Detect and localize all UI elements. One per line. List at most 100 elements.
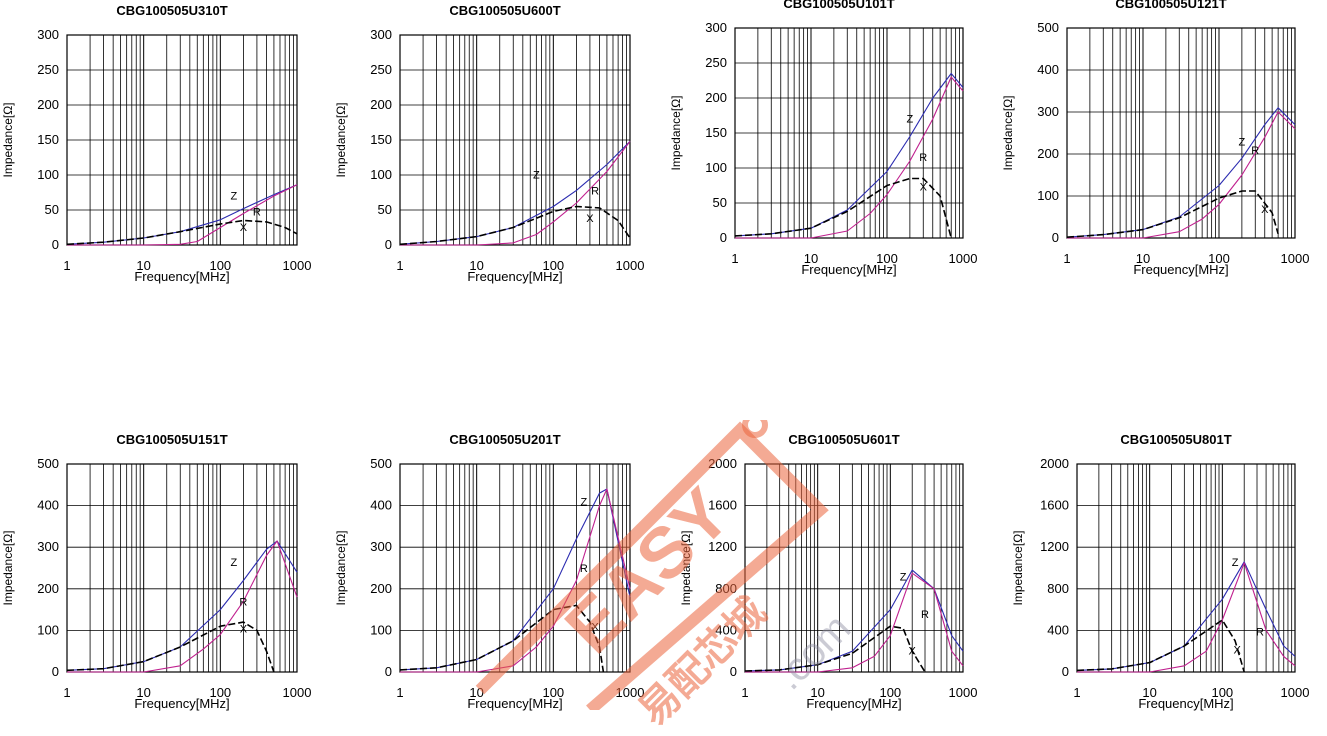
series-line-x [66, 621, 275, 673]
y-axis-label: Impedance[Ω] [1011, 530, 1025, 605]
y-tick-label: 100 [370, 622, 392, 637]
series-line-r [735, 76, 964, 239]
y-tick-label: 100 [37, 167, 59, 182]
x-tick-label: 1000 [616, 258, 645, 273]
series-line-z [399, 488, 631, 671]
y-tick-label: 2000 [708, 456, 737, 471]
plot-frame [66, 463, 298, 673]
chart-panel-8: 0 400 800 1200 1600 2000 1 10 100 1000 Frequency[M… [1011, 432, 1309, 711]
y-tick-label: 0 [52, 237, 59, 252]
y-tick-label: 800 [1047, 581, 1069, 596]
plot-frame [66, 34, 298, 246]
y-tick-label: 300 [37, 539, 59, 554]
y-tick-label: 200 [37, 97, 59, 112]
x-tick-label: 100 [209, 258, 231, 273]
y-tick-label: 150 [705, 125, 727, 140]
y-tick-label: 0 [385, 237, 392, 252]
x-tick-label: 1000 [283, 258, 312, 273]
y-tick-label: 400 [370, 498, 392, 513]
curve-label-z: Z [1239, 137, 1246, 149]
x-tick-label: 100 [876, 251, 898, 266]
curve-label-x: X [591, 621, 599, 633]
y-tick-label: 100 [705, 160, 727, 175]
x-tick-label: 1000 [616, 685, 645, 700]
curve-label-x: X [909, 645, 917, 657]
series-line-r [67, 540, 298, 673]
curve-label-r: R [239, 596, 247, 608]
curve-label-z: Z [1232, 557, 1239, 569]
y-tick-label: 250 [37, 62, 59, 77]
plot-frame [1076, 463, 1296, 673]
y-tick-label: 1200 [708, 539, 737, 554]
y-tick-label: 400 [1037, 62, 1059, 77]
series-line-z [66, 540, 298, 671]
chart-title: CBG100505U201T [449, 432, 560, 447]
curve-label-x: X [586, 213, 594, 225]
x-tick-label: 100 [209, 685, 231, 700]
series-line-x [399, 205, 631, 246]
x-tick-label: 100 [542, 258, 564, 273]
curve-label-z: Z [230, 557, 237, 569]
y-tick-label: 200 [37, 581, 59, 596]
y-tick-label: 0 [1062, 664, 1069, 679]
series-line-z [66, 184, 298, 245]
x-tick-label: 1 [741, 685, 748, 700]
series-line-x [734, 177, 952, 239]
y-axis-label: Impedance[Ω] [334, 530, 348, 605]
series-line-z [1066, 107, 1296, 238]
chart-panel-3: 0 50 100 150 200 250 300 1 10 100 1000 Frequency[MH… [669, 0, 977, 277]
y-tick-label: 50 [713, 195, 727, 210]
y-tick-label: 1200 [1040, 539, 1069, 554]
curve-label-r: R [1251, 145, 1259, 157]
chart-panel-5: 0 100 200 300 400 500 1 10 100 1000 Frequency[MHz]… [1, 432, 311, 711]
x-tick-label: 1000 [1281, 685, 1310, 700]
x-axis-label: Frequency[MHz] [134, 696, 229, 711]
y-tick-label: 300 [1037, 104, 1059, 119]
series-line-x [1076, 619, 1245, 673]
x-tick-label: 1 [1073, 685, 1080, 700]
curve-label-x: X [240, 623, 248, 635]
plot-frame [399, 34, 631, 246]
x-tick-label: 1 [396, 685, 403, 700]
y-tick-label: 250 [705, 55, 727, 70]
curve-label-z: Z [580, 497, 587, 509]
x-tick-label: 10 [1136, 251, 1150, 266]
curve-label-r: R [1256, 627, 1264, 639]
curve-label-z: Z [900, 571, 907, 583]
x-tick-label: 10 [136, 685, 150, 700]
y-tick-label: 300 [37, 27, 59, 42]
chart-panel-2: 0 50 100 150 200 250 300 1 10 100 1000 Frequency[MH… [334, 3, 644, 284]
y-tick-label: 400 [715, 622, 737, 637]
series-line-x [66, 219, 298, 246]
plot-frame [399, 463, 631, 673]
y-tick-label: 250 [370, 62, 392, 77]
x-tick-label: 1 [63, 685, 70, 700]
x-tick-label: 1000 [949, 251, 978, 266]
y-tick-label: 300 [705, 20, 727, 35]
y-tick-label: 100 [370, 167, 392, 182]
series-line-z [1076, 561, 1296, 671]
x-axis-label: Frequency[MHz] [467, 269, 562, 284]
curve-label-r: R [919, 152, 927, 164]
y-tick-label: 50 [45, 202, 59, 217]
x-tick-label: 1000 [283, 685, 312, 700]
x-tick-label: 100 [1208, 251, 1230, 266]
y-tick-label: 300 [370, 27, 392, 42]
y-tick-label: 800 [715, 581, 737, 596]
impedance-chart-grid: 0 50 100 150 200 250 300 1 10 100 1000 Frequency[MH… [1, 0, 1309, 711]
series-line-r [1067, 111, 1296, 239]
y-tick-label: 200 [705, 90, 727, 105]
x-tick-label: 1000 [949, 685, 978, 700]
plot-frame [734, 27, 964, 239]
curve-label-x: X [240, 222, 248, 234]
series-line-x [744, 625, 926, 673]
x-axis-label: Frequency[MHz] [801, 262, 896, 277]
curve-label-x: X [1261, 204, 1269, 216]
plot-frame [1066, 27, 1296, 239]
x-axis-label: Frequency[MHz] [1133, 262, 1228, 277]
x-tick-label: 1 [1063, 251, 1070, 266]
chart-title: CBG100505U600T [449, 3, 560, 18]
y-tick-label: 1600 [708, 498, 737, 513]
series-line-r [400, 141, 631, 246]
